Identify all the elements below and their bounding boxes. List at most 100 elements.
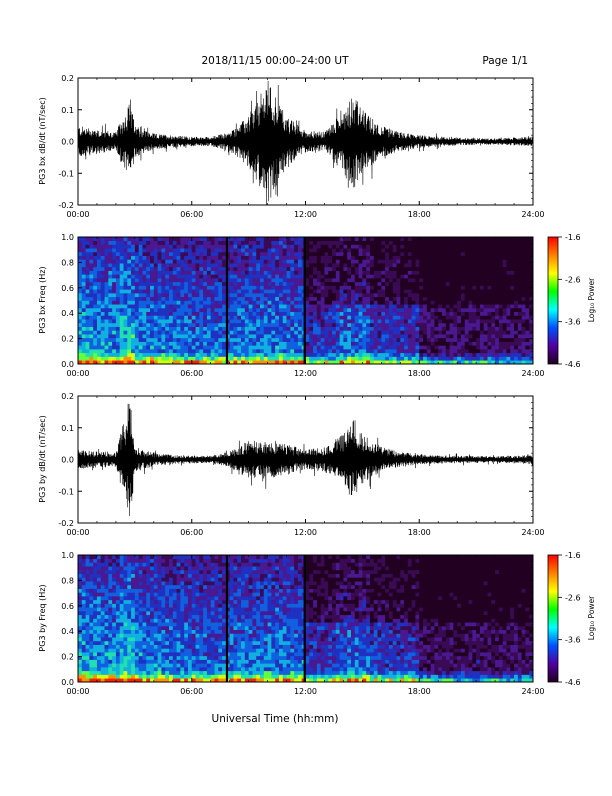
spectrogram-cell — [275, 237, 279, 241]
spectrogram-cell — [461, 353, 465, 357]
spectrogram-cell — [431, 293, 435, 297]
spectrogram-cell — [321, 259, 325, 263]
spectrogram-cell — [116, 585, 120, 589]
spectrogram-cell — [332, 353, 336, 357]
spectrogram-cell — [423, 353, 427, 357]
spectrogram-cell — [127, 641, 131, 645]
spectrogram-cell — [142, 675, 146, 679]
spectrogram-cell — [294, 259, 298, 263]
spectrogram-cell — [158, 282, 162, 286]
spectrogram-cell — [290, 312, 294, 316]
spectrogram-cell — [438, 345, 442, 349]
spectrogram-cell — [105, 671, 109, 675]
spectrogram-cell — [328, 286, 332, 290]
spectrogram-cell — [268, 237, 272, 241]
spectrogram-cell — [294, 293, 298, 297]
spectrogram-cell — [431, 342, 435, 346]
spectrogram-cell — [332, 301, 336, 305]
spectrogram-cell — [169, 338, 173, 342]
spectrogram-cell — [488, 327, 492, 331]
spectrogram-cell — [503, 304, 507, 308]
spectrogram-cell — [97, 671, 101, 675]
spectrogram-cell — [203, 342, 207, 346]
spectrogram-cell — [203, 338, 207, 342]
spectrogram-cell — [457, 289, 461, 293]
spectrogram-cell — [252, 297, 256, 301]
spectrogram-cell — [290, 263, 294, 267]
spectrogram-cell — [211, 271, 215, 275]
spectrogram-cell — [82, 289, 86, 293]
spectrogram-cell — [287, 248, 291, 252]
spectrogram-cell — [89, 353, 93, 357]
spectrogram-cell — [93, 607, 97, 611]
spectrogram-cell — [495, 244, 499, 248]
spectrogram-cell — [146, 248, 150, 252]
spectrogram-cell — [108, 645, 112, 649]
spectrogram-cell — [370, 289, 374, 293]
spectrogram-cell — [431, 323, 435, 327]
spectrogram-cell — [370, 319, 374, 323]
spectrogram-cell — [173, 286, 177, 290]
spectrogram-cell — [476, 327, 480, 331]
spectrogram-cell — [173, 237, 177, 241]
spectrogram-cell — [192, 244, 196, 248]
spectrogram-cell — [86, 633, 90, 637]
spectrogram-cell — [89, 562, 93, 566]
spectrogram-cell — [488, 286, 492, 290]
spectrogram-cell — [241, 244, 245, 248]
spectrogram-cell — [169, 244, 173, 248]
spectrogram-cell — [135, 345, 139, 349]
spectrogram-cell — [142, 585, 146, 589]
spectrogram-cell — [108, 308, 112, 312]
spectrogram-cell — [93, 312, 97, 316]
spectrogram-cell — [86, 259, 90, 263]
spectrogram-cell — [101, 308, 105, 312]
spectrogram-cell — [105, 323, 109, 327]
spectrogram-cell — [397, 301, 401, 305]
spectrogram-cell — [370, 248, 374, 252]
spectrogram-cell — [230, 297, 234, 301]
spectrogram-cell — [233, 248, 237, 252]
spectrogram-cell — [290, 315, 294, 319]
spectrogram-cell — [279, 286, 283, 290]
spectrogram-cell — [427, 345, 431, 349]
spectrogram-cell — [366, 327, 370, 331]
spectrogram-cell — [268, 244, 272, 248]
spectrogram-cell — [469, 274, 473, 278]
spectrogram-cell — [116, 349, 120, 353]
spectrogram-cell — [93, 315, 97, 319]
spectrogram-cell — [412, 244, 416, 248]
spectrogram-cell — [173, 289, 177, 293]
spectrogram-cell — [256, 297, 260, 301]
spectrogram-cell — [120, 252, 124, 256]
spectrogram-cell — [150, 282, 154, 286]
spectrogram-cell — [101, 353, 105, 357]
spectrogram-cell — [237, 282, 241, 286]
spectrogram-cell — [347, 286, 351, 290]
spectrogram-cell — [381, 342, 385, 346]
spectrogram-cell — [142, 596, 146, 600]
spectrogram-cell — [404, 289, 408, 293]
spectrogram-cell — [127, 315, 131, 319]
spectrogram-cell — [161, 263, 165, 267]
spectrogram-cell — [506, 297, 510, 301]
spectrogram-cell — [275, 256, 279, 260]
spectrogram-cell — [381, 289, 385, 293]
spectrogram-cell — [139, 304, 143, 308]
spectrogram-cell — [510, 282, 514, 286]
spectrogram-cell — [101, 304, 105, 308]
spectrogram-cell — [408, 241, 412, 245]
spectrogram-cell — [78, 323, 82, 327]
spectrogram-cell — [241, 319, 245, 323]
spectrogram-cell — [116, 619, 120, 623]
spectrogram-cell — [188, 256, 192, 260]
spectrogram-cell — [351, 353, 355, 357]
spectrogram-cell — [120, 315, 124, 319]
spectrogram-cell — [279, 259, 283, 263]
spectrogram-cell — [230, 304, 234, 308]
spectrogram-cell — [446, 301, 450, 305]
spectrogram-cell — [271, 252, 275, 256]
spectrogram-cell — [108, 312, 112, 316]
spectrogram-cell — [404, 345, 408, 349]
spectrogram-cell — [252, 353, 256, 357]
